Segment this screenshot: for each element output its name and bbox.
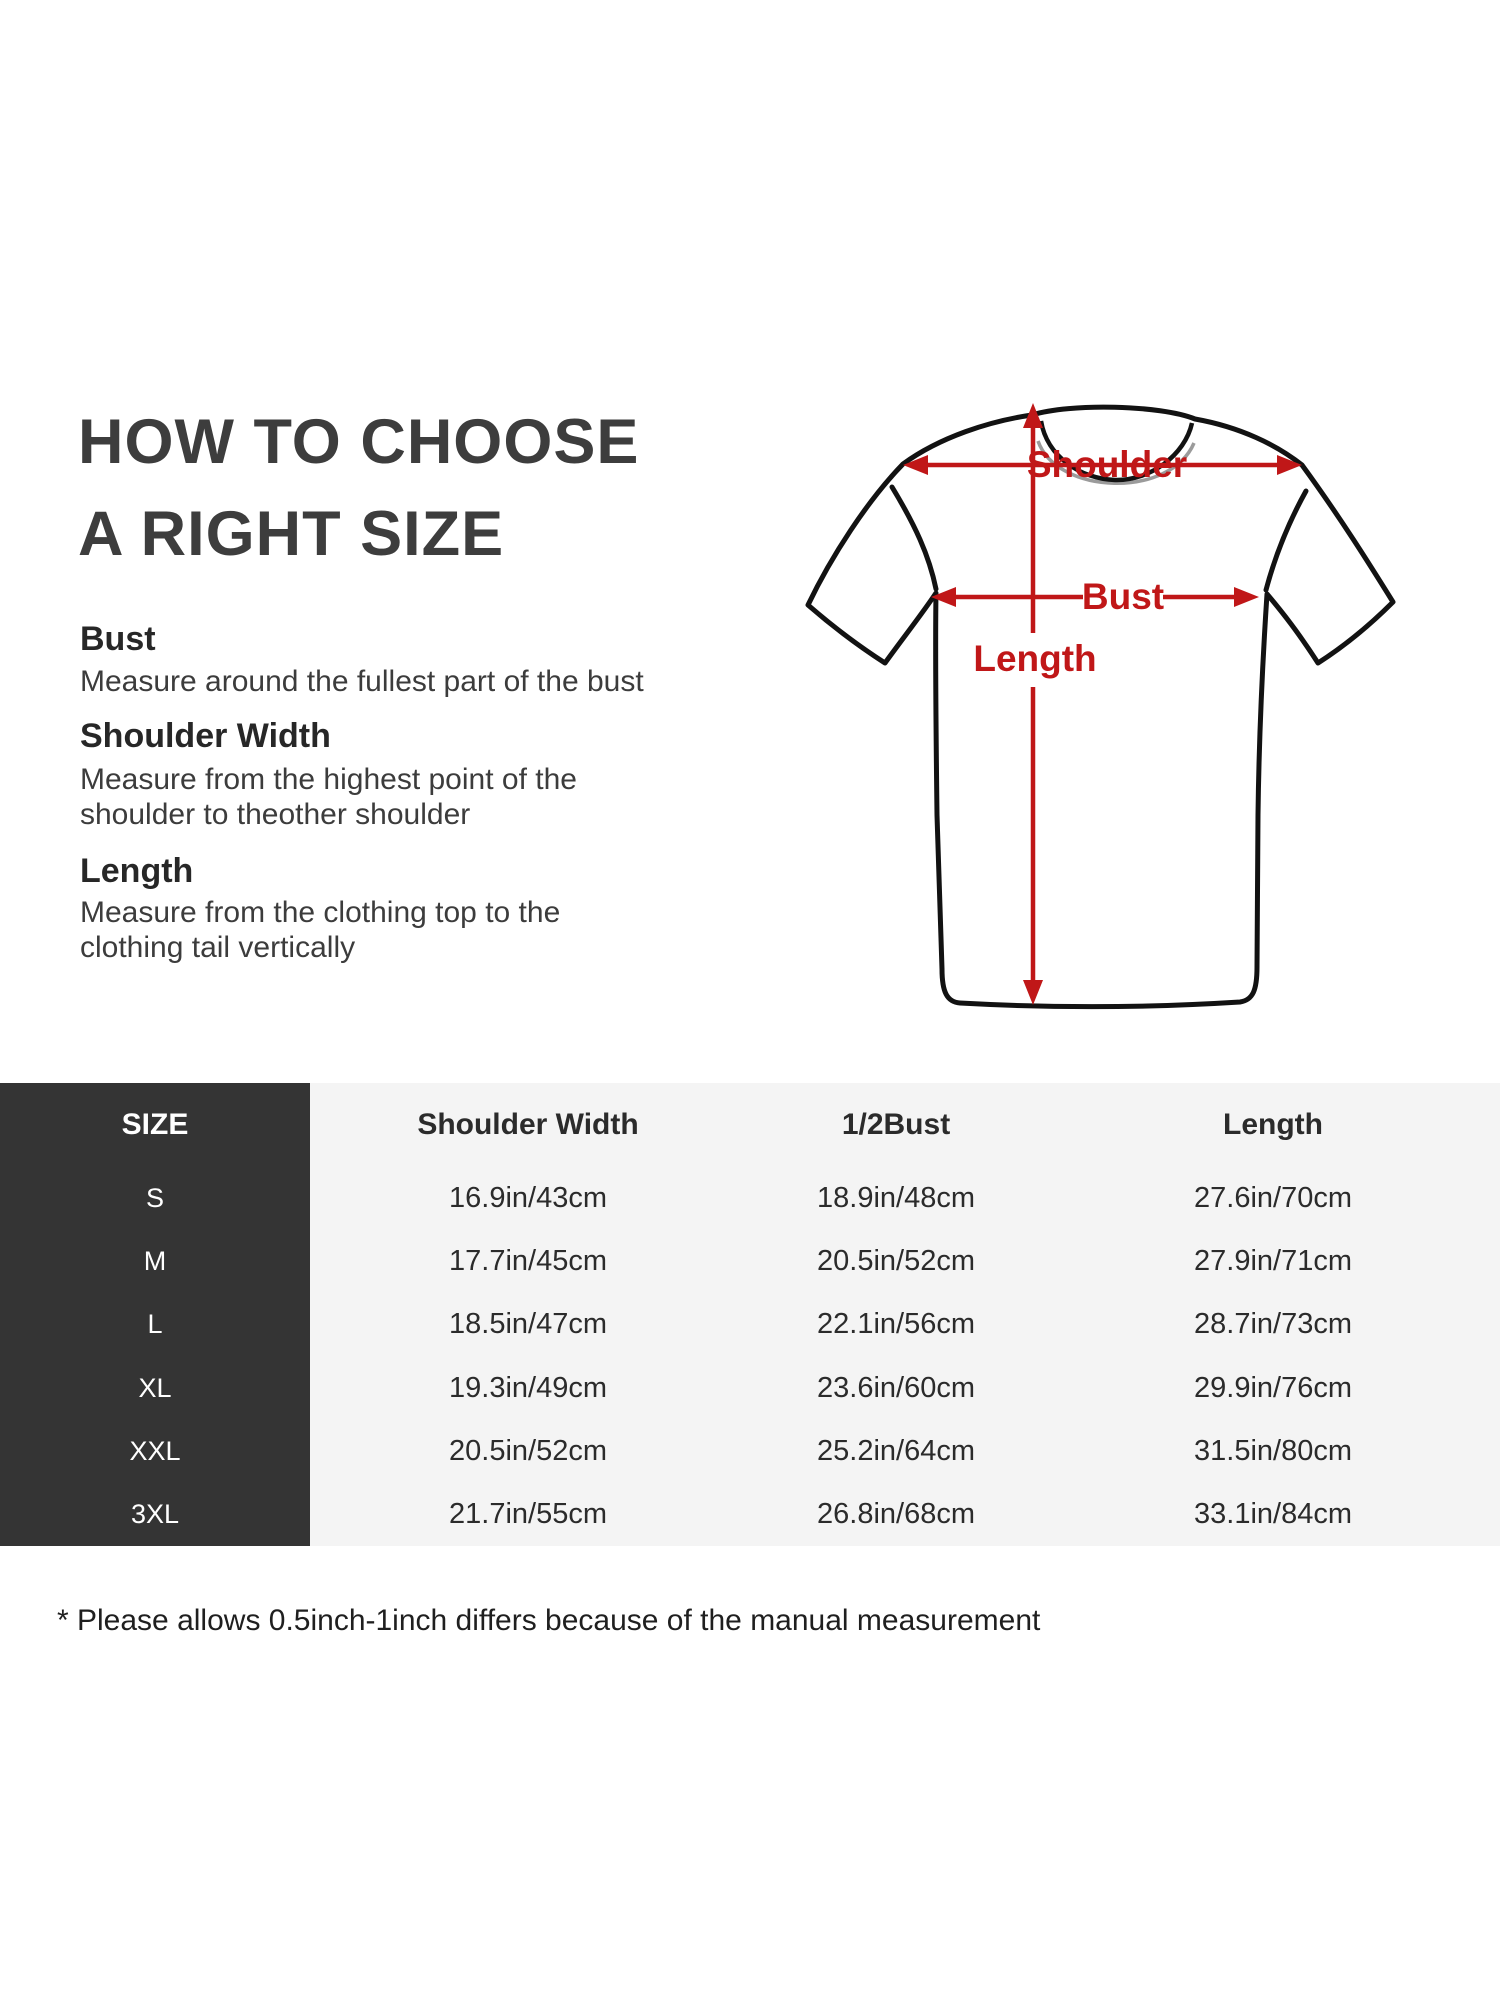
table-row-s: S 16.9in/43cm 18.9in/48cm 27.6in/70cm: [0, 1167, 1500, 1231]
shoulder-width-value: 17.7in/45cm: [449, 1245, 607, 1278]
half-bust-value: 23.6in/60cm: [817, 1371, 975, 1404]
length-arrowhead-bottom: [1023, 980, 1043, 1005]
header-cell-length: Length: [1223, 1108, 1323, 1141]
table-row-l: L 18.5in/47cm 22.1in/56cm 28.7in/73cm: [0, 1293, 1500, 1357]
length-description-line1: Measure from the clothing top to the: [80, 896, 561, 929]
bust-heading: Bust: [80, 620, 156, 658]
page-title-line1: HOW TO CHOOSE: [78, 407, 640, 477]
measurement-disclaimer: * Please allows 0.5inch-1inch differs be…: [57, 1604, 1041, 1637]
length-arrow-label: Length: [973, 638, 1096, 679]
page-title: HOW TO CHOOSE A RIGHT SIZE: [78, 396, 639, 580]
header-cell-size: SIZE: [0, 1083, 310, 1167]
length-arrowhead-top: [1023, 403, 1043, 428]
size-label: S: [0, 1167, 310, 1231]
size-label: XXL: [0, 1419, 310, 1483]
shoulder-width-value: 21.7in/55cm: [449, 1497, 607, 1530]
collar-shadow: [1036, 440, 1196, 485]
shoulder-width-description-line1: Measure from the highest point of the: [80, 763, 577, 796]
page-title-line2: A RIGHT SIZE: [78, 499, 505, 569]
shoulder-width-description: Measure from the highest point of the sh…: [80, 762, 577, 832]
header-cell-half-bust: 1/2Bust: [841, 1108, 951, 1141]
size-table: SIZE Shoulder Width 1/2Bust Length S 16.…: [0, 1083, 1500, 1546]
shoulder-width-heading: Shoulder Width: [80, 717, 331, 755]
tshirt-measurement-diagram: Shoulder Bust Length: [805, 403, 1396, 1010]
table-row-3xl: 3XL 21.7in/55cm 26.8in/68cm 33.1in/84cm: [0, 1482, 1500, 1546]
half-bust-value: 26.8in/68cm: [817, 1497, 975, 1530]
collar-inner-line: [1038, 420, 1195, 483]
length-value: 27.6in/70cm: [1194, 1182, 1352, 1215]
half-bust-value: 22.1in/56cm: [817, 1308, 975, 1341]
length-description-line2: clothing tail vertically: [80, 931, 356, 964]
half-bust-value: 20.5in/52cm: [817, 1245, 975, 1278]
header-cell-shoulder-width: Shoulder Width: [417, 1108, 639, 1141]
bust-arrow: [931, 587, 1259, 607]
bust-arrowhead-right: [1234, 587, 1259, 607]
shoulder-width-value: 20.5in/52cm: [449, 1434, 607, 1467]
table-row-m: M 17.7in/45cm 20.5in/52cm 27.9in/71cm: [0, 1230, 1500, 1294]
shoulder-arrow: [903, 455, 1302, 475]
shoulder-width-value: 18.5in/47cm: [449, 1308, 607, 1341]
tshirt-outline: [805, 404, 1396, 1010]
left-sleeve-seam: [889, 484, 939, 592]
shoulder-arrowhead-right: [1277, 455, 1302, 475]
length-value: 29.9in/76cm: [1194, 1371, 1352, 1404]
length-heading: Length: [80, 852, 194, 890]
size-table-header-row: SIZE Shoulder Width 1/2Bust Length: [0, 1083, 1500, 1167]
length-value: 33.1in/84cm: [1194, 1497, 1352, 1530]
bust-arrowhead-left: [931, 587, 956, 607]
half-bust-value: 25.2in/64cm: [817, 1434, 975, 1467]
size-label: M: [0, 1230, 310, 1294]
size-label: XL: [0, 1356, 310, 1420]
length-value: 28.7in/73cm: [1194, 1308, 1352, 1341]
size-label: 3XL: [0, 1482, 310, 1546]
bust-description: Measure around the fullest part of the b…: [80, 665, 644, 698]
shoulder-width-value: 19.3in/49cm: [449, 1371, 607, 1404]
length-arrow: [1023, 403, 1043, 1005]
right-sleeve-seam: [1263, 488, 1309, 593]
shoulder-arrow-label: Shoulder: [1027, 444, 1187, 485]
table-row-xl: XL 19.3in/49cm 23.6in/60cm 29.9in/76cm: [0, 1356, 1500, 1420]
length-value: 31.5in/80cm: [1194, 1434, 1352, 1467]
half-bust-value: 18.9in/48cm: [817, 1182, 975, 1215]
length-description: Measure from the clothing top to the clo…: [80, 895, 560, 965]
bust-arrow-label: Bust: [1082, 576, 1164, 617]
shoulder-width-value: 16.9in/43cm: [449, 1182, 607, 1215]
shoulder-arrowhead-left: [903, 455, 928, 475]
size-label: L: [0, 1293, 310, 1357]
table-row-xxl: XXL 20.5in/52cm 25.2in/64cm 31.5in/80cm: [0, 1419, 1500, 1483]
length-value: 27.9in/71cm: [1194, 1245, 1352, 1278]
shoulder-width-description-line2: shoulder to theother shoulder: [80, 798, 471, 831]
